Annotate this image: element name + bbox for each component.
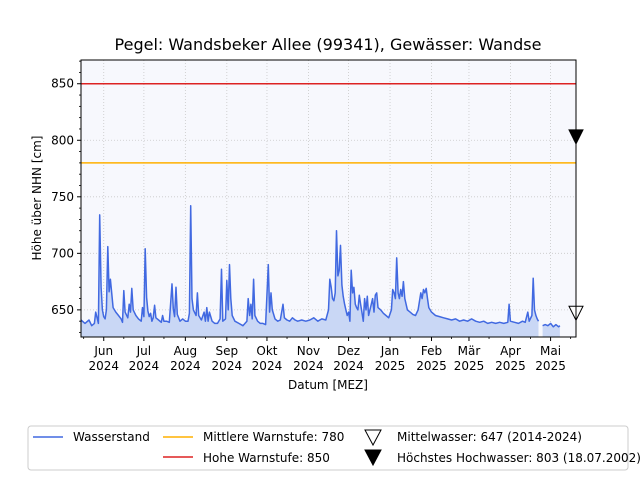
y-tick-label: 750 xyxy=(51,190,74,204)
x-axis: Jun2024Jul2024Aug2024Sep2024Okt2024Nov20… xyxy=(83,337,572,373)
warning-lines xyxy=(81,82,576,164)
x-tick-year: 2024 xyxy=(212,359,243,373)
x-tick-month: Okt xyxy=(256,344,277,358)
x-tick-year: 2025 xyxy=(416,359,447,373)
x-tick-year: 2024 xyxy=(88,359,119,373)
x-tick-month: Aug xyxy=(174,344,197,358)
x-tick-year: 2025 xyxy=(495,359,526,373)
x-tick-year: 2024 xyxy=(333,359,364,373)
wasserstand-area-segment xyxy=(81,205,539,337)
wasserstand-area xyxy=(81,205,560,337)
legend-wasserstand-label: Wasserstand xyxy=(73,430,150,444)
y-tick-label: 800 xyxy=(51,133,74,147)
grid-lines xyxy=(81,60,576,337)
y-axis: 650 700 750 800 850 xyxy=(51,60,81,333)
wasserstand-line xyxy=(542,322,561,328)
wasserstand-series xyxy=(80,205,561,328)
y-axis-label: Höhe über NHN [cm] xyxy=(30,136,44,261)
x-tick-month: Apr xyxy=(500,344,521,358)
x-tick-month: Jun xyxy=(93,344,113,358)
x-tick-year: 2024 xyxy=(170,359,201,373)
x-tick-month: Nov xyxy=(297,344,320,358)
plot-area xyxy=(81,60,576,337)
y-tick-label: 650 xyxy=(51,303,74,317)
x-axis-label: Datum [MEZ] xyxy=(288,378,368,392)
wasserstand-line xyxy=(80,205,540,327)
legend-mittelwasser-icon xyxy=(364,429,382,447)
legend-hochwasser-icon xyxy=(364,449,382,467)
x-tick-year: 2024 xyxy=(129,359,160,373)
x-tick-year: 2025 xyxy=(375,359,406,373)
x-tick-month: Dez xyxy=(337,344,360,358)
wasserstand-area-segment xyxy=(542,323,560,337)
chart-title: Pegel: Wandsbeker Allee (99341), Gewässe… xyxy=(115,35,542,54)
legend-hochwasser-label: Höchstes Hochwasser: 803 (18.07.2002) xyxy=(397,451,640,465)
x-tick-month: Sep xyxy=(216,344,239,358)
x-tick-year: 2024 xyxy=(252,359,283,373)
x-tick-month: Jan xyxy=(380,344,400,358)
legend-hohe-label: Hohe Warnstufe: 850 xyxy=(203,451,330,465)
y-tick-label: 850 xyxy=(51,77,74,91)
legend-mittelwasser-label: Mittelwasser: 647 (2014-2024) xyxy=(397,430,582,444)
x-tick-year: 2024 xyxy=(293,359,324,373)
x-tick-month: Mai xyxy=(540,344,561,358)
x-tick-year: 2025 xyxy=(535,359,566,373)
legend: Wasserstand Mittlere Warnstufe: 780 Hohe… xyxy=(27,425,640,471)
x-tick-month: Feb xyxy=(421,344,442,358)
x-tick-year: 2025 xyxy=(454,359,485,373)
x-tick-month: Mär xyxy=(458,344,481,358)
y-tick-label: 700 xyxy=(51,246,74,260)
x-tick-month: Jul xyxy=(136,344,151,358)
legend-mittlere-label: Mittlere Warnstufe: 780 xyxy=(203,430,344,444)
